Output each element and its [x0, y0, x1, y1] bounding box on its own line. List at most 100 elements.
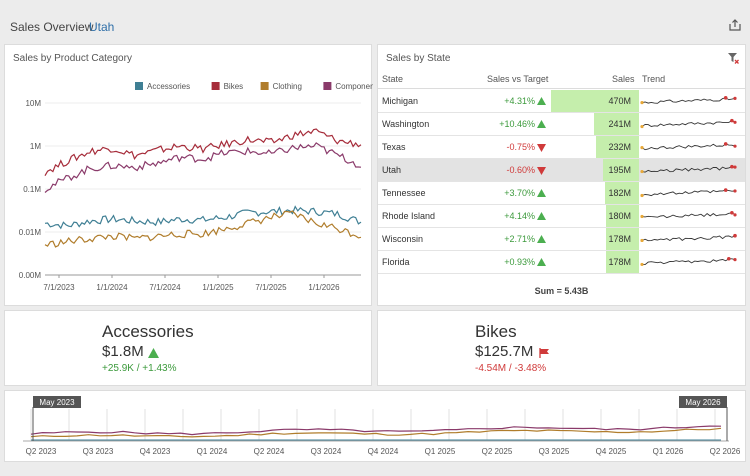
grid-row[interactable]: Texas -0.75% 232M: [378, 136, 745, 159]
up-triangle-icon: [537, 120, 546, 128]
cell-sales: 178M: [608, 234, 631, 244]
range-chart[interactable]: May 2023 May 2026 Q2 2023 Q3 2023 Q4 2023 Q1 …: [5, 391, 747, 463]
grid-row[interactable]: Utah -0.60% 195M: [378, 159, 745, 182]
legend-swatch: [323, 82, 332, 90]
trend-sparkline: [640, 164, 737, 174]
range-start-handle-label: May 2023: [39, 398, 75, 407]
range-end-handle-label: May 2026: [685, 398, 721, 407]
series-line-clothing[interactable]: [44, 210, 362, 248]
cell-state: Texas: [382, 142, 406, 152]
cell-sales: 180M: [608, 211, 631, 221]
grid-row[interactable]: Wisconsin +2.71% 178M: [378, 228, 745, 251]
x-tick-label: 7/1/2023: [43, 283, 75, 292]
range-series-components: [30, 425, 722, 436]
trend-sparkline: [640, 142, 737, 151]
cell-sales: 195M: [608, 165, 631, 175]
sales-bar: [604, 182, 639, 204]
range-tick-label: Q2 2025: [482, 447, 513, 456]
cell-state: Utah: [382, 165, 402, 175]
grid-row[interactable]: Rhode Island +4.14% 180M: [378, 205, 745, 228]
up-triangle-icon: [148, 348, 159, 358]
cell-state: Tennessee: [382, 188, 426, 198]
legend-label[interactable]: Components: [335, 82, 373, 91]
sales-by-state-panel: Sales by State State Sales vs Target Sal…: [377, 44, 746, 306]
col-state[interactable]: State: [382, 74, 404, 84]
cell-sales: 178M: [608, 257, 631, 267]
trend-sparkline: [640, 188, 737, 198]
grid-row[interactable]: Michigan +4.31% 470M: [378, 90, 745, 113]
cell-sales: 232M: [608, 142, 631, 152]
card-delta: -4.54M / -3.48%: [475, 363, 547, 374]
dashboard-title: Sales Overview: [10, 20, 94, 34]
down-triangle-icon: [537, 144, 546, 152]
card-accessories[interactable]: Accessories $1.8M +25.9K / +1.43%: [4, 310, 372, 386]
sales-bar: [602, 159, 639, 181]
cell-sales-vs-target: +2.71%: [504, 234, 535, 244]
range-tick-label: Q4 2024: [368, 447, 399, 456]
series-line-accessories[interactable]: [44, 205, 362, 230]
card-title: Accessories: [102, 322, 194, 341]
grid-row[interactable]: Washington +10.46% 241M: [378, 113, 745, 136]
cell-sales-vs-target: +4.14%: [504, 211, 535, 221]
legend-label[interactable]: Bikes: [224, 82, 244, 91]
red-flag-icon: [539, 348, 549, 358]
clear-filter-icon[interactable]: [727, 52, 739, 64]
export-icon[interactable]: [728, 18, 742, 32]
x-tick-label: 1/1/2026: [308, 283, 340, 292]
range-tick-label: Q3 2024: [311, 447, 342, 456]
range-tick-label: Q2 2026: [710, 447, 741, 456]
range-tick-label: Q1 2024: [197, 447, 228, 456]
legend-label[interactable]: Clothing: [273, 82, 302, 91]
category-line-chart[interactable]: Accessories Bikes Clothing Components 10M 1M 0…: [5, 45, 373, 307]
dashboard-filter-state[interactable]: Utah: [89, 20, 115, 34]
cell-sales-vs-target: -0.60%: [506, 165, 535, 175]
cell-sales: 470M: [608, 96, 631, 106]
cell-state: Michigan: [382, 96, 419, 106]
sales-bar: [551, 90, 639, 112]
y-tick-label: 1M: [30, 142, 41, 151]
x-tick-label: 1/1/2025: [202, 283, 234, 292]
up-triangle-icon: [537, 97, 546, 105]
col-trend[interactable]: Trend: [642, 74, 666, 84]
range-tick-label: Q1 2025: [425, 447, 456, 456]
cell-sales-vs-target: +4.31%: [504, 96, 535, 106]
cell-sales: 182M: [608, 188, 631, 198]
y-tick-label: 0.1M: [23, 185, 41, 194]
card-value: $1.8M: [102, 343, 144, 360]
y-tick-label: 0.00M: [19, 271, 42, 280]
range-navigator[interactable]: May 2023 May 2026 Q2 2023 Q3 2023 Q4 2023 Q1 …: [4, 390, 746, 462]
grid-header: State Sales vs Target Sales Trend: [378, 69, 745, 89]
series-line-bikes[interactable]: [44, 128, 362, 177]
x-tick-label: 7/1/2025: [255, 283, 287, 292]
series-line-components[interactable]: [44, 142, 362, 193]
trend-sparkline: [640, 118, 737, 129]
y-tick-label: 10M: [25, 99, 41, 108]
legend-swatch: [260, 82, 269, 90]
up-triangle-icon: [537, 258, 546, 266]
x-tick-label: 7/1/2024: [149, 283, 181, 292]
sales-by-category-panel: Sales by Product Category Accessories Bik…: [4, 44, 373, 307]
col-sales-vs-target[interactable]: Sales vs Target: [487, 74, 549, 84]
range-tick-label: Q2 2023: [26, 447, 57, 456]
col-sales[interactable]: Sales: [612, 74, 635, 84]
card-delta: +25.9K / +1.43%: [102, 363, 177, 374]
grid-row[interactable]: Florida +0.93% 178M: [378, 251, 745, 274]
trend-sparkline: [640, 96, 737, 105]
cell-sales-vs-target: +10.46%: [499, 119, 535, 129]
card-value: $125.7M: [475, 343, 534, 360]
card-bikes[interactable]: Bikes $125.7M -4.54M / -3.48%: [377, 310, 746, 386]
range-tick-label: Q1 2026: [653, 447, 684, 456]
panel-title: Sales by State: [386, 53, 451, 64]
cell-sales-vs-target: +3.70%: [504, 188, 535, 198]
cell-state: Washington: [382, 119, 430, 129]
cell-state: Florida: [382, 257, 410, 267]
sales-bar: [605, 205, 639, 227]
sales-bar: [605, 251, 639, 273]
grid-sum: Sum = 5.43B: [534, 286, 589, 296]
legend-label[interactable]: Accessories: [147, 82, 190, 91]
range-start-handle[interactable]: [33, 396, 81, 408]
up-triangle-icon: [537, 235, 546, 243]
grid-row[interactable]: Tennessee +3.70% 182M: [378, 182, 745, 205]
range-end-handle[interactable]: [679, 396, 727, 408]
sales-bar: [595, 136, 639, 158]
